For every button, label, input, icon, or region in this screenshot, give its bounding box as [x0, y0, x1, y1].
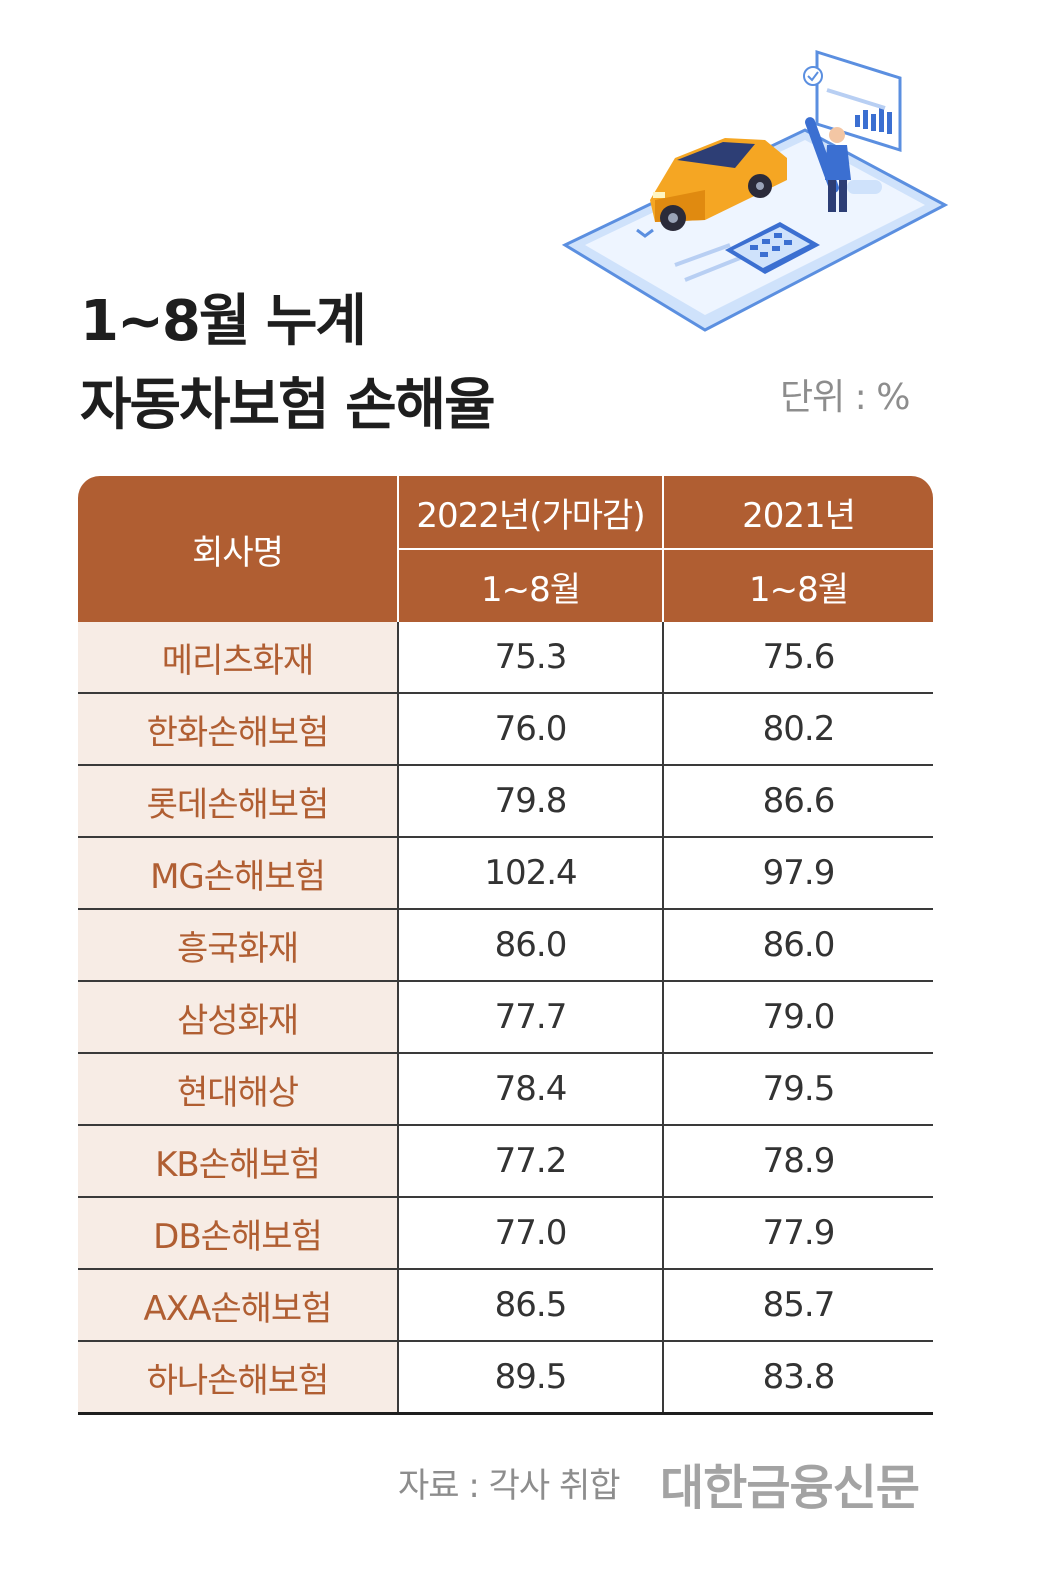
table-row: 삼성화재 77.7 79.0	[78, 981, 933, 1054]
company-cell: 흥국화재	[78, 909, 399, 982]
value-2021-cell: 86.0	[663, 909, 933, 982]
value-2021-cell: 75.6	[663, 622, 933, 694]
title-line-2: 자동차보험 손해율	[80, 373, 496, 438]
value-2022-cell: 89.5	[398, 1341, 664, 1415]
header-2022: 2022년(가마감)	[398, 476, 664, 550]
table-row: 한화손해보험 76.0 80.2	[78, 693, 933, 766]
company-cell: 롯데손해보험	[78, 765, 399, 838]
header-period-2021: 1~8월	[663, 549, 933, 622]
table-row: 메리츠화재 75.3 75.6	[78, 622, 933, 694]
value-2022-cell: 75.3	[398, 622, 664, 694]
loss-ratio-table: 회사명 2022년(가마감) 2021년 1~8월 1~8월 메리츠화재 75.3…	[78, 476, 933, 1415]
car-insurance-illustration	[561, 49, 949, 332]
table-row: 흥국화재 86.0 86.0	[78, 909, 933, 982]
table-row: 롯데손해보험 79.8 86.6	[78, 765, 933, 838]
value-2022-cell: 77.0	[398, 1197, 664, 1270]
table-row: 현대해상 78.4 79.5	[78, 1053, 933, 1126]
company-cell: 한화손해보험	[78, 693, 399, 766]
company-cell: 삼성화재	[78, 981, 399, 1054]
company-cell: 하나손해보험	[78, 1341, 399, 1415]
company-cell: 메리츠화재	[78, 622, 399, 694]
company-cell: KB손해보험	[78, 1125, 399, 1198]
header-company: 회사명	[78, 476, 399, 622]
table-row: AXA손해보험 86.5 85.7	[78, 1269, 933, 1342]
company-cell: 현대해상	[78, 1053, 399, 1126]
unit-label: 단위 : %	[780, 377, 910, 418]
table-row: 하나손해보험 89.5 83.8	[78, 1341, 933, 1415]
value-2022-cell: 77.2	[398, 1125, 664, 1198]
value-2022-cell: 79.8	[398, 765, 664, 838]
value-2022-cell: 86.0	[398, 909, 664, 982]
value-2022-cell: 102.4	[398, 837, 664, 910]
value-2022-cell: 77.7	[398, 981, 664, 1054]
table-row: MG손해보험 102.4 97.9	[78, 837, 933, 910]
value-2021-cell: 79.5	[663, 1053, 933, 1126]
value-2022-cell: 86.5	[398, 1269, 664, 1342]
chart-title: 1~8월 누계 자동차보험 손해율	[80, 280, 496, 448]
value-2021-cell: 85.7	[663, 1269, 933, 1342]
value-2021-cell: 78.9	[663, 1125, 933, 1198]
brand-logo: 대한금융신문	[660, 1460, 920, 1516]
header-period-2022: 1~8월	[398, 549, 664, 622]
value-2021-cell: 80.2	[663, 693, 933, 766]
company-cell: DB손해보험	[78, 1197, 399, 1270]
value-2021-cell: 83.8	[663, 1341, 933, 1415]
title-line-1: 1~8월 누계	[80, 289, 367, 354]
value-2021-cell: 86.6	[663, 765, 933, 838]
company-cell: AXA손해보험	[78, 1269, 399, 1342]
company-cell: MG손해보험	[78, 837, 399, 910]
value-2022-cell: 76.0	[398, 693, 664, 766]
value-2021-cell: 79.0	[663, 981, 933, 1054]
value-2022-cell: 78.4	[398, 1053, 664, 1126]
value-2021-cell: 97.9	[663, 837, 933, 910]
table-row: KB손해보험 77.2 78.9	[78, 1125, 933, 1198]
table-row: DB손해보험 77.0 77.9	[78, 1197, 933, 1270]
header-2021: 2021년	[663, 476, 933, 550]
source-note: 자료 : 각사 취합	[398, 1466, 621, 1506]
value-2021-cell: 77.9	[663, 1197, 933, 1270]
